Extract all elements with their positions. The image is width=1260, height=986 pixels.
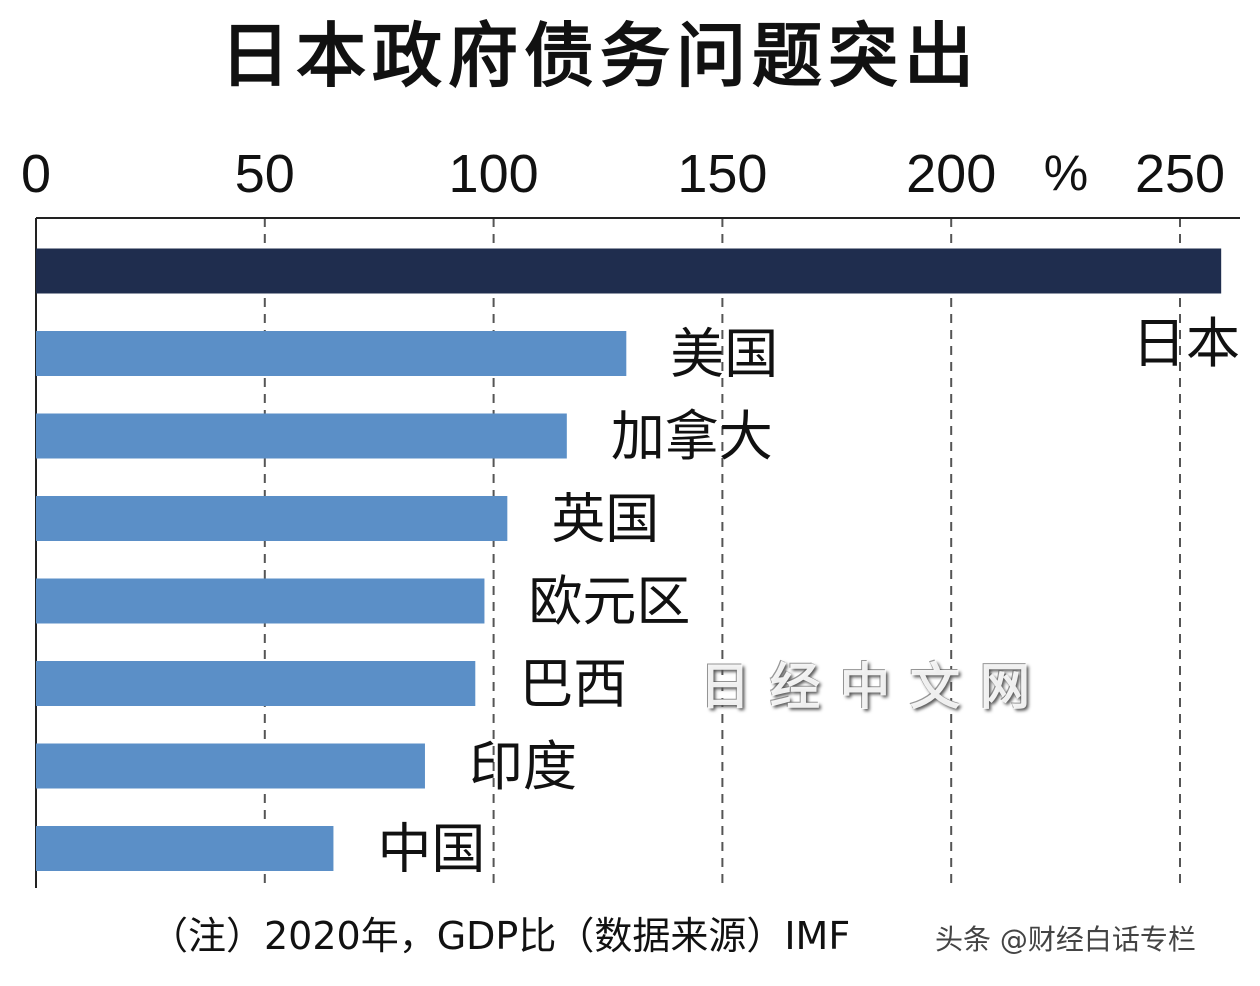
category-label: 英国 [551,488,659,551]
tick-label: 50 [235,144,295,204]
category-label: 加拿大 [611,405,773,468]
category-label: 中国 [377,818,485,881]
tick-label: 0 [21,144,51,204]
watermark-source: 头条 @财经白话专栏 [935,923,1196,956]
unit-label: % [1044,145,1088,201]
bar [36,413,567,459]
category-label: 欧元区 [528,570,690,633]
bar [36,661,476,706]
category-label: 美国 [670,323,778,386]
category-label: 日本 [1132,312,1240,375]
tick-label: 200 [906,144,996,204]
bar [36,331,627,376]
tick-label: 100 [449,144,539,204]
tick-label: 250 [1135,144,1225,204]
watermark-logo: 日经中文网 [700,658,1050,716]
bar [36,826,334,871]
bar [36,248,1222,294]
chart-title: 日本政府债务问题突出 [220,15,980,97]
category-label: 巴西 [519,653,627,716]
chart-note: （注）2020年，GDP比（数据来源）IMF [150,914,851,958]
bar [36,578,485,624]
bar [36,743,425,789]
category-label: 印度 [469,735,577,798]
bar [36,496,508,541]
tick-label: 150 [677,144,767,204]
